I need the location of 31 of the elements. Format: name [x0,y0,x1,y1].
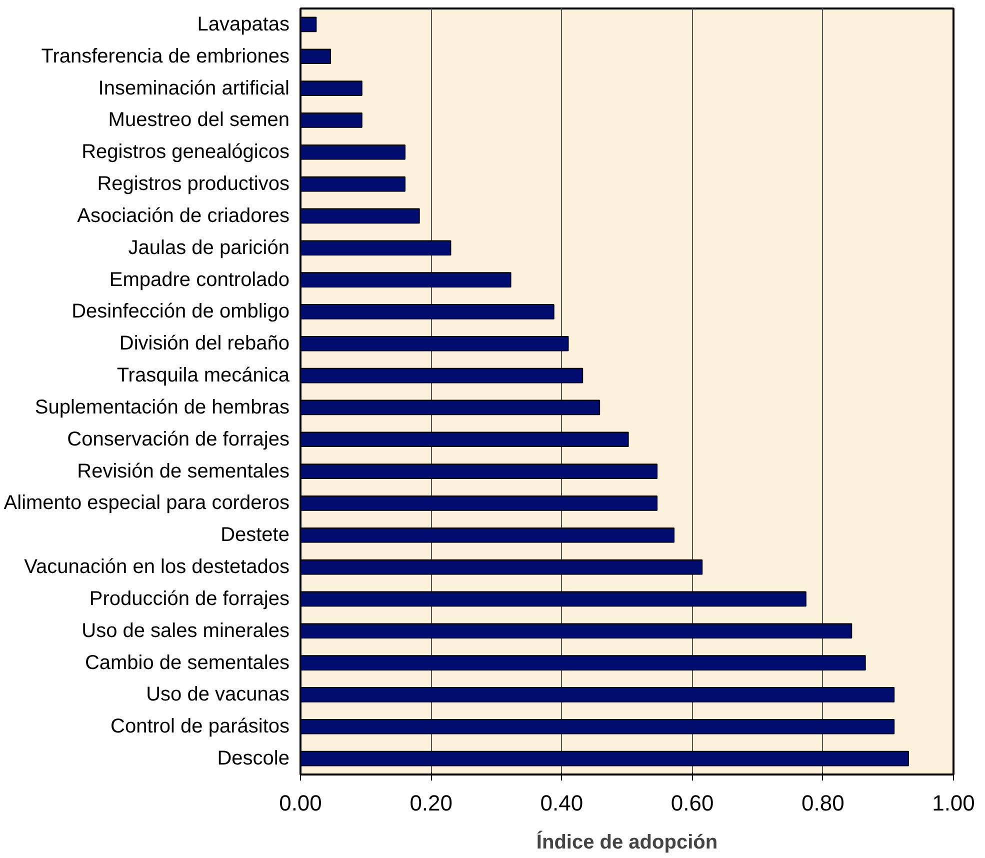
x-tick-label: 1.00 [932,790,975,816]
y-tick-label: Control de parásitos [110,716,290,738]
y-tick-label: Empadre controlado [109,268,290,291]
x-tick-label: 0.00 [279,790,322,816]
x-tick-label: 0.60 [670,790,714,816]
y-tick-label: Vacunación en los destetados [24,556,290,578]
x-tick-label: 0.20 [410,790,453,816]
y-tick-label: Registros genealógicos [82,141,290,164]
y-tick-label: Muestreo del semen [108,109,290,132]
y-tick-label: Alimento especial para corderos [4,492,290,514]
y-tick-label: Desinfección de ombligo [72,300,290,323]
y-tick-label: Inseminación artificial [98,77,290,100]
y-tick-label: Registros productivos [97,173,290,196]
x-axis-title: Índice de adopción [536,830,718,854]
y-tick-label: Descole [217,748,290,770]
x-tick-label: 0.40 [540,790,584,816]
x-tick-label: 0.80 [801,790,844,816]
y-tick-label: Jaulas de parición [128,236,290,259]
y-tick-label: División del rebaño [119,332,290,355]
y-tick-label: Revisión de sementales [77,460,290,482]
y-tick-label: Trasquila mecánica [116,364,290,387]
y-tick-label: Lavapatas [197,13,290,36]
y-tick-label: Cambio de sementales [84,652,290,674]
y-tick-label: Producción de forrajes [89,588,290,610]
y-tick-label: Destete [220,524,290,546]
y-tick-label: Conservación de forrajes [67,428,290,450]
y-tick-label: Uso de sales minerales [82,620,290,642]
y-tick-label: Asociación de criadores [77,204,290,227]
y-tick-label: Transferencia de embriones [41,45,290,68]
y-tick-label: Uso de vacunas [146,684,290,706]
y-tick-label: Suplementación de hembras [34,396,290,418]
